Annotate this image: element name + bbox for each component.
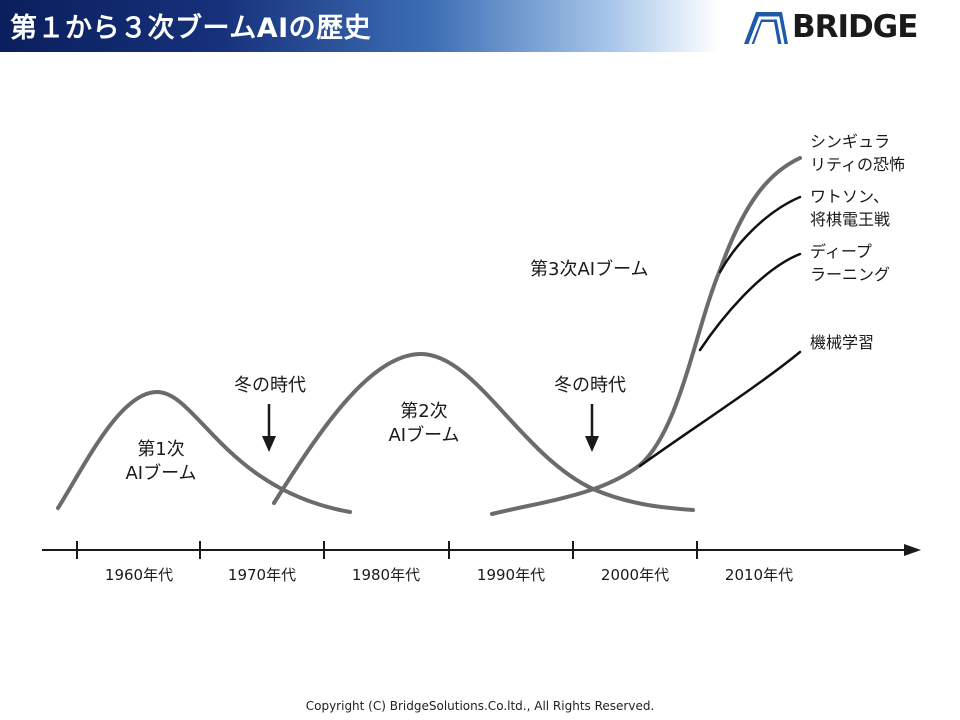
winter-arrow-2 [585,404,599,452]
second-boom-label-line1: 第2次 [400,401,447,422]
machine-learning-label: 機械学習 [810,333,874,352]
deep-learning-label-line1: ディープ [810,242,872,261]
timeline-arrowhead [904,544,921,556]
bridge-logo-mark [744,12,788,45]
decade-label-1990: 1990年代 [477,566,545,584]
first-boom-curve [56,389,352,514]
machine-learning-branch [638,350,802,468]
bridge-logo: BRIDGE [742,8,952,48]
decade-label-1960: 1960年代 [105,566,173,584]
third-boom-label: 第3次AIブーム [530,258,649,280]
decade-label-2010: 2010年代 [725,566,793,584]
watson-label-line2: 将棋電王戦 [810,210,890,229]
third-boom-curve [490,156,802,516]
title-bar: 第１から３次ブームAIの歴史 [0,0,720,52]
winter-label-2: 冬の時代 [554,375,626,396]
header: 第１から３次ブームAIの歴史 BRIDGE [0,0,960,52]
copyright-footer: Copyright (C) BridgeSolutions.Co.ltd., A… [305,699,655,713]
watson-label-line1: ワトソン、 [810,187,889,206]
first-boom-label-line1: 第1次 [137,439,184,460]
singularity-label-line1: シンギュラ [810,132,890,151]
winter-label-1: 冬の時代 [234,375,306,396]
second-boom-curve [272,351,695,512]
logo-wordmark: BRIDGE [792,9,918,45]
first-boom-label-line2: AIブーム [125,462,196,484]
deep-learning-branch [698,252,802,352]
decade-label-1980: 1980年代 [352,566,420,584]
singularity-label-line2: リティの恐怖 [810,155,905,174]
page-title: 第１から３次ブームAIの歴史 [10,13,372,44]
timeline-ticks [76,541,698,559]
second-boom-label-line2: AIブーム [388,424,459,446]
decade-label-2000: 2000年代 [601,566,669,584]
winter-arrow-1 [262,404,276,452]
deep-learning-label-line2: ラーニング [810,265,890,284]
watson-branch [718,195,802,274]
decade-label-1970: 1970年代 [228,566,296,584]
